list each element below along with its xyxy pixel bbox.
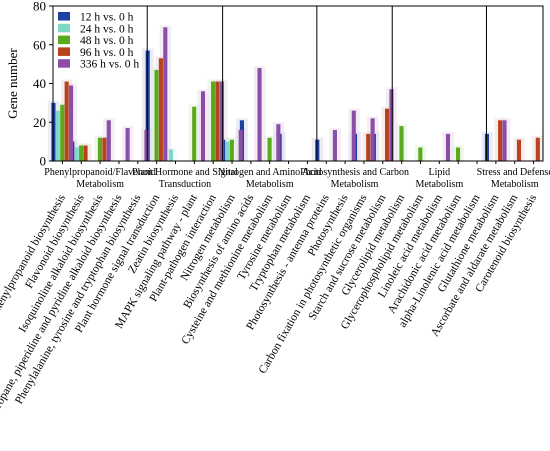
bar <box>267 137 272 161</box>
y-tick-label: 40 <box>33 76 46 91</box>
legend-swatch <box>58 47 70 56</box>
bar <box>370 118 375 162</box>
bar <box>276 124 281 161</box>
bar <box>498 120 503 161</box>
bar <box>192 106 197 161</box>
bar <box>229 139 234 161</box>
legend-swatch <box>58 23 70 33</box>
bar <box>455 147 461 161</box>
y-tick-label: 80 <box>33 0 46 14</box>
legend-label: 24 h vs. 0 h <box>80 23 134 35</box>
bar <box>83 145 88 161</box>
bar <box>64 81 69 161</box>
bar <box>102 137 107 161</box>
bar <box>163 27 168 162</box>
bar <box>418 147 423 161</box>
bar <box>69 85 74 161</box>
bar <box>79 145 84 161</box>
group-label: Plant Hormone and Signal Transduction <box>132 167 238 190</box>
bar <box>225 141 230 162</box>
bar <box>389 89 394 161</box>
bar <box>106 120 111 161</box>
legend-swatch <box>58 59 70 68</box>
bar <box>210 81 216 161</box>
legend-label: 336 h vs. 0 h <box>80 59 139 71</box>
y-axis-label: Gene number <box>5 48 20 119</box>
bar <box>168 149 173 162</box>
group-label: Photosynthesis and Carbon Metabolism <box>300 167 409 190</box>
bar <box>332 130 337 161</box>
bar <box>74 147 79 161</box>
legend-label: 12 h vs. 0 h <box>80 12 134 24</box>
bar <box>97 137 103 161</box>
y-tick-label: 20 <box>33 115 46 130</box>
bar <box>60 104 65 161</box>
bar <box>399 126 404 162</box>
bar <box>238 130 243 161</box>
bar <box>144 130 149 161</box>
bar <box>351 110 356 162</box>
group-label: Nitrogen and Amino Acid Metabolism <box>218 167 322 190</box>
bar <box>257 68 262 161</box>
group-label: Phenylpropanoid/Flavonoid Metabolism <box>44 167 156 190</box>
y-tick-label: 60 <box>33 37 46 52</box>
bar <box>125 128 130 161</box>
bar <box>219 81 224 161</box>
y-tick-label: 0 <box>40 154 47 169</box>
group-label: Stress and Defense Metabolism <box>477 167 550 190</box>
bar <box>158 58 163 162</box>
bar <box>215 81 220 161</box>
bar <box>154 69 159 161</box>
legend-label: 96 h vs. 0 h <box>80 47 134 59</box>
group-label: Lipid Metabolism <box>415 167 463 190</box>
bar <box>366 133 371 162</box>
legend-swatch <box>58 12 70 21</box>
bar <box>445 133 451 162</box>
bar <box>385 108 390 161</box>
bar <box>516 139 522 161</box>
bar <box>535 137 540 161</box>
bar <box>200 91 206 161</box>
bar <box>502 120 507 161</box>
legend-label: 48 h vs. 0 h <box>80 35 134 47</box>
bar <box>55 110 60 162</box>
legend-swatch <box>58 35 70 45</box>
